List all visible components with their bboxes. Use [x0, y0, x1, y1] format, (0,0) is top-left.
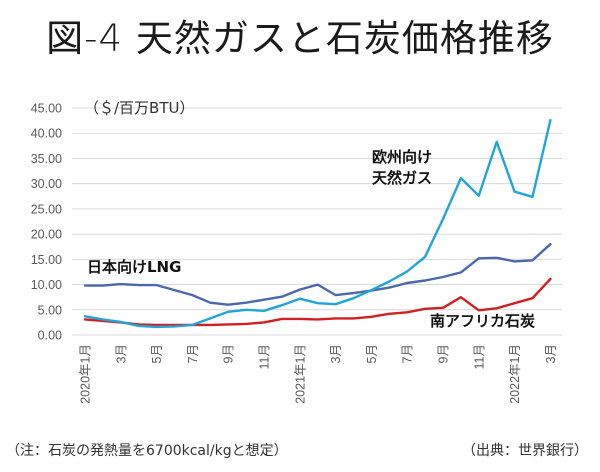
x-tick-label: 5月: [365, 344, 379, 363]
x-tick-label: 11月: [258, 344, 272, 369]
x-tick-label: 2021年1月: [293, 344, 307, 404]
y-tick-label: 20.00: [31, 228, 62, 242]
series-line-1: [83, 242, 552, 306]
y-axis-ticks: 0.00 5.00 10.00 15.00 20.00 25.00 30.00 35.00 40…: [31, 102, 62, 343]
x-tick-label: 9月: [437, 344, 451, 363]
y-tick-label: 45.00: [31, 102, 62, 116]
footnote: （注：石炭の発熱量を6700kcal/kgと想定）: [6, 443, 288, 459]
x-tick-label: 9月: [222, 344, 236, 363]
x-tick-label: 2020年1月: [79, 344, 93, 404]
series-label: 日本向けLNG: [87, 258, 181, 276]
y-tick-label: 25.00: [31, 202, 62, 216]
x-tick-label: 5月: [150, 344, 164, 363]
x-tick-label: 3月: [114, 344, 128, 363]
series-line-2: [83, 277, 552, 327]
series-label: 南アフリカ石炭: [430, 312, 535, 330]
y-tick-label: 15.00: [31, 253, 62, 267]
x-tick-label: 7月: [401, 344, 415, 363]
y-axis-unit-label: （＄/百万BTU）: [84, 99, 195, 117]
y-tick-label: 40.00: [31, 127, 62, 141]
x-tick-label: 2022年1月: [508, 344, 522, 404]
x-tick-label: 3月: [544, 344, 558, 363]
x-axis-ticks: 2020年1月 3月 5月 7月 9月 11月 2021年1月 3月 5月 7月 9月 11月 2022…: [79, 344, 558, 404]
chart-title: 図-4 天然ガスと石炭価格推移: [46, 17, 554, 60]
series-label: 欧州向け: [372, 148, 432, 166]
source-note: （出典：世界銀行）: [462, 443, 588, 459]
series-lines: [83, 118, 552, 329]
y-tick-label: 30.00: [31, 177, 62, 191]
x-tick-label: 7月: [186, 344, 200, 363]
series-line-0: [83, 118, 552, 329]
y-tick-label: 35.00: [31, 152, 62, 166]
gridlines: [72, 107, 562, 336]
y-tick-label: 0.00: [38, 329, 62, 343]
x-tick-label: 11月: [472, 344, 486, 369]
y-tick-label: 5.00: [38, 303, 62, 317]
x-tick-label: 3月: [329, 344, 343, 363]
series-label: 天然ガス: [372, 169, 432, 187]
y-tick-label: 10.00: [31, 278, 62, 292]
